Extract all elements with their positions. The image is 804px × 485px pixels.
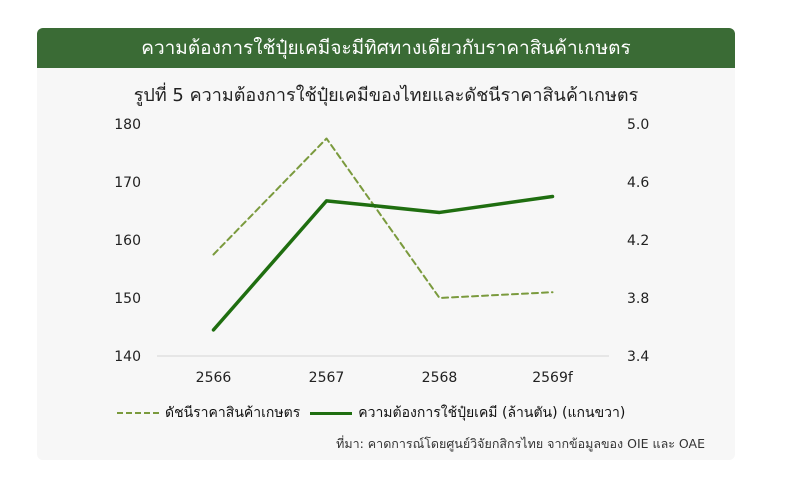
y-left-tick-label: 170 <box>114 175 141 191</box>
y-left-tick-label: 140 <box>114 349 141 365</box>
legend-dashed-swatch <box>117 412 159 414</box>
y-right-tick-label: 4.6 <box>627 175 649 191</box>
x-tick-label: 2567 <box>309 370 345 386</box>
y-right-tick-label: 3.8 <box>627 291 649 307</box>
series-line-price-index <box>212 137 554 299</box>
series-line-fertilizer-demand <box>211 194 555 332</box>
y-right-tick-label: 3.4 <box>627 349 649 365</box>
chart-legend: ดัชนีราคาสินค้าเกษตร ความต้องการใช้ปุ๋ยเ… <box>117 403 677 423</box>
source-note: ที่มา: คาดการณ์โดยศูนย์วิจัยกสิกรไทย จาก… <box>336 436 705 451</box>
legend-label-fertilizer-demand: ความต้องการใช้ปุ๋ยเคมี (ล้านตัน) (แกนขวา… <box>358 405 626 421</box>
banner-title: ความต้องการใช้ปุ๋ยเคมีจะมีทิศทางเดียวกับ… <box>37 28 735 68</box>
y-left-tick-label: 160 <box>114 233 141 249</box>
x-tick-label: 2568 <box>422 370 458 386</box>
y-left-tick-label: 180 <box>114 117 141 133</box>
legend-solid-swatch <box>310 411 353 415</box>
chart-card: ความต้องการใช้ปุ๋ยเคมีจะมีทิศทางเดียวกับ… <box>37 28 735 460</box>
chart-title: รูปที่ 5 ความต้องการใช้ปุ๋ยเคมีของไทยและ… <box>133 85 639 106</box>
y-left-tick-label: 150 <box>114 291 141 307</box>
legend-item-price-index: ดัชนีราคาสินค้าเกษตร <box>117 402 300 424</box>
x-tick-label: 2569f <box>532 370 574 386</box>
legend-label-price-index: ดัชนีราคาสินค้าเกษตร <box>165 405 301 421</box>
line-chart: 140 150 160 170 180 3.4 3.8 4.2 4.6 5.0 2566 2567 25… <box>114 117 649 386</box>
x-tick-label: 2566 <box>196 370 232 386</box>
y-right-tick-label: 5.0 <box>627 117 649 133</box>
y-right-tick-label: 4.2 <box>627 233 649 249</box>
legend-item-fertilizer-demand: ความต้องการใช้ปุ๋ยเคมี (ล้านตัน) (แกนขวา… <box>310 402 625 424</box>
